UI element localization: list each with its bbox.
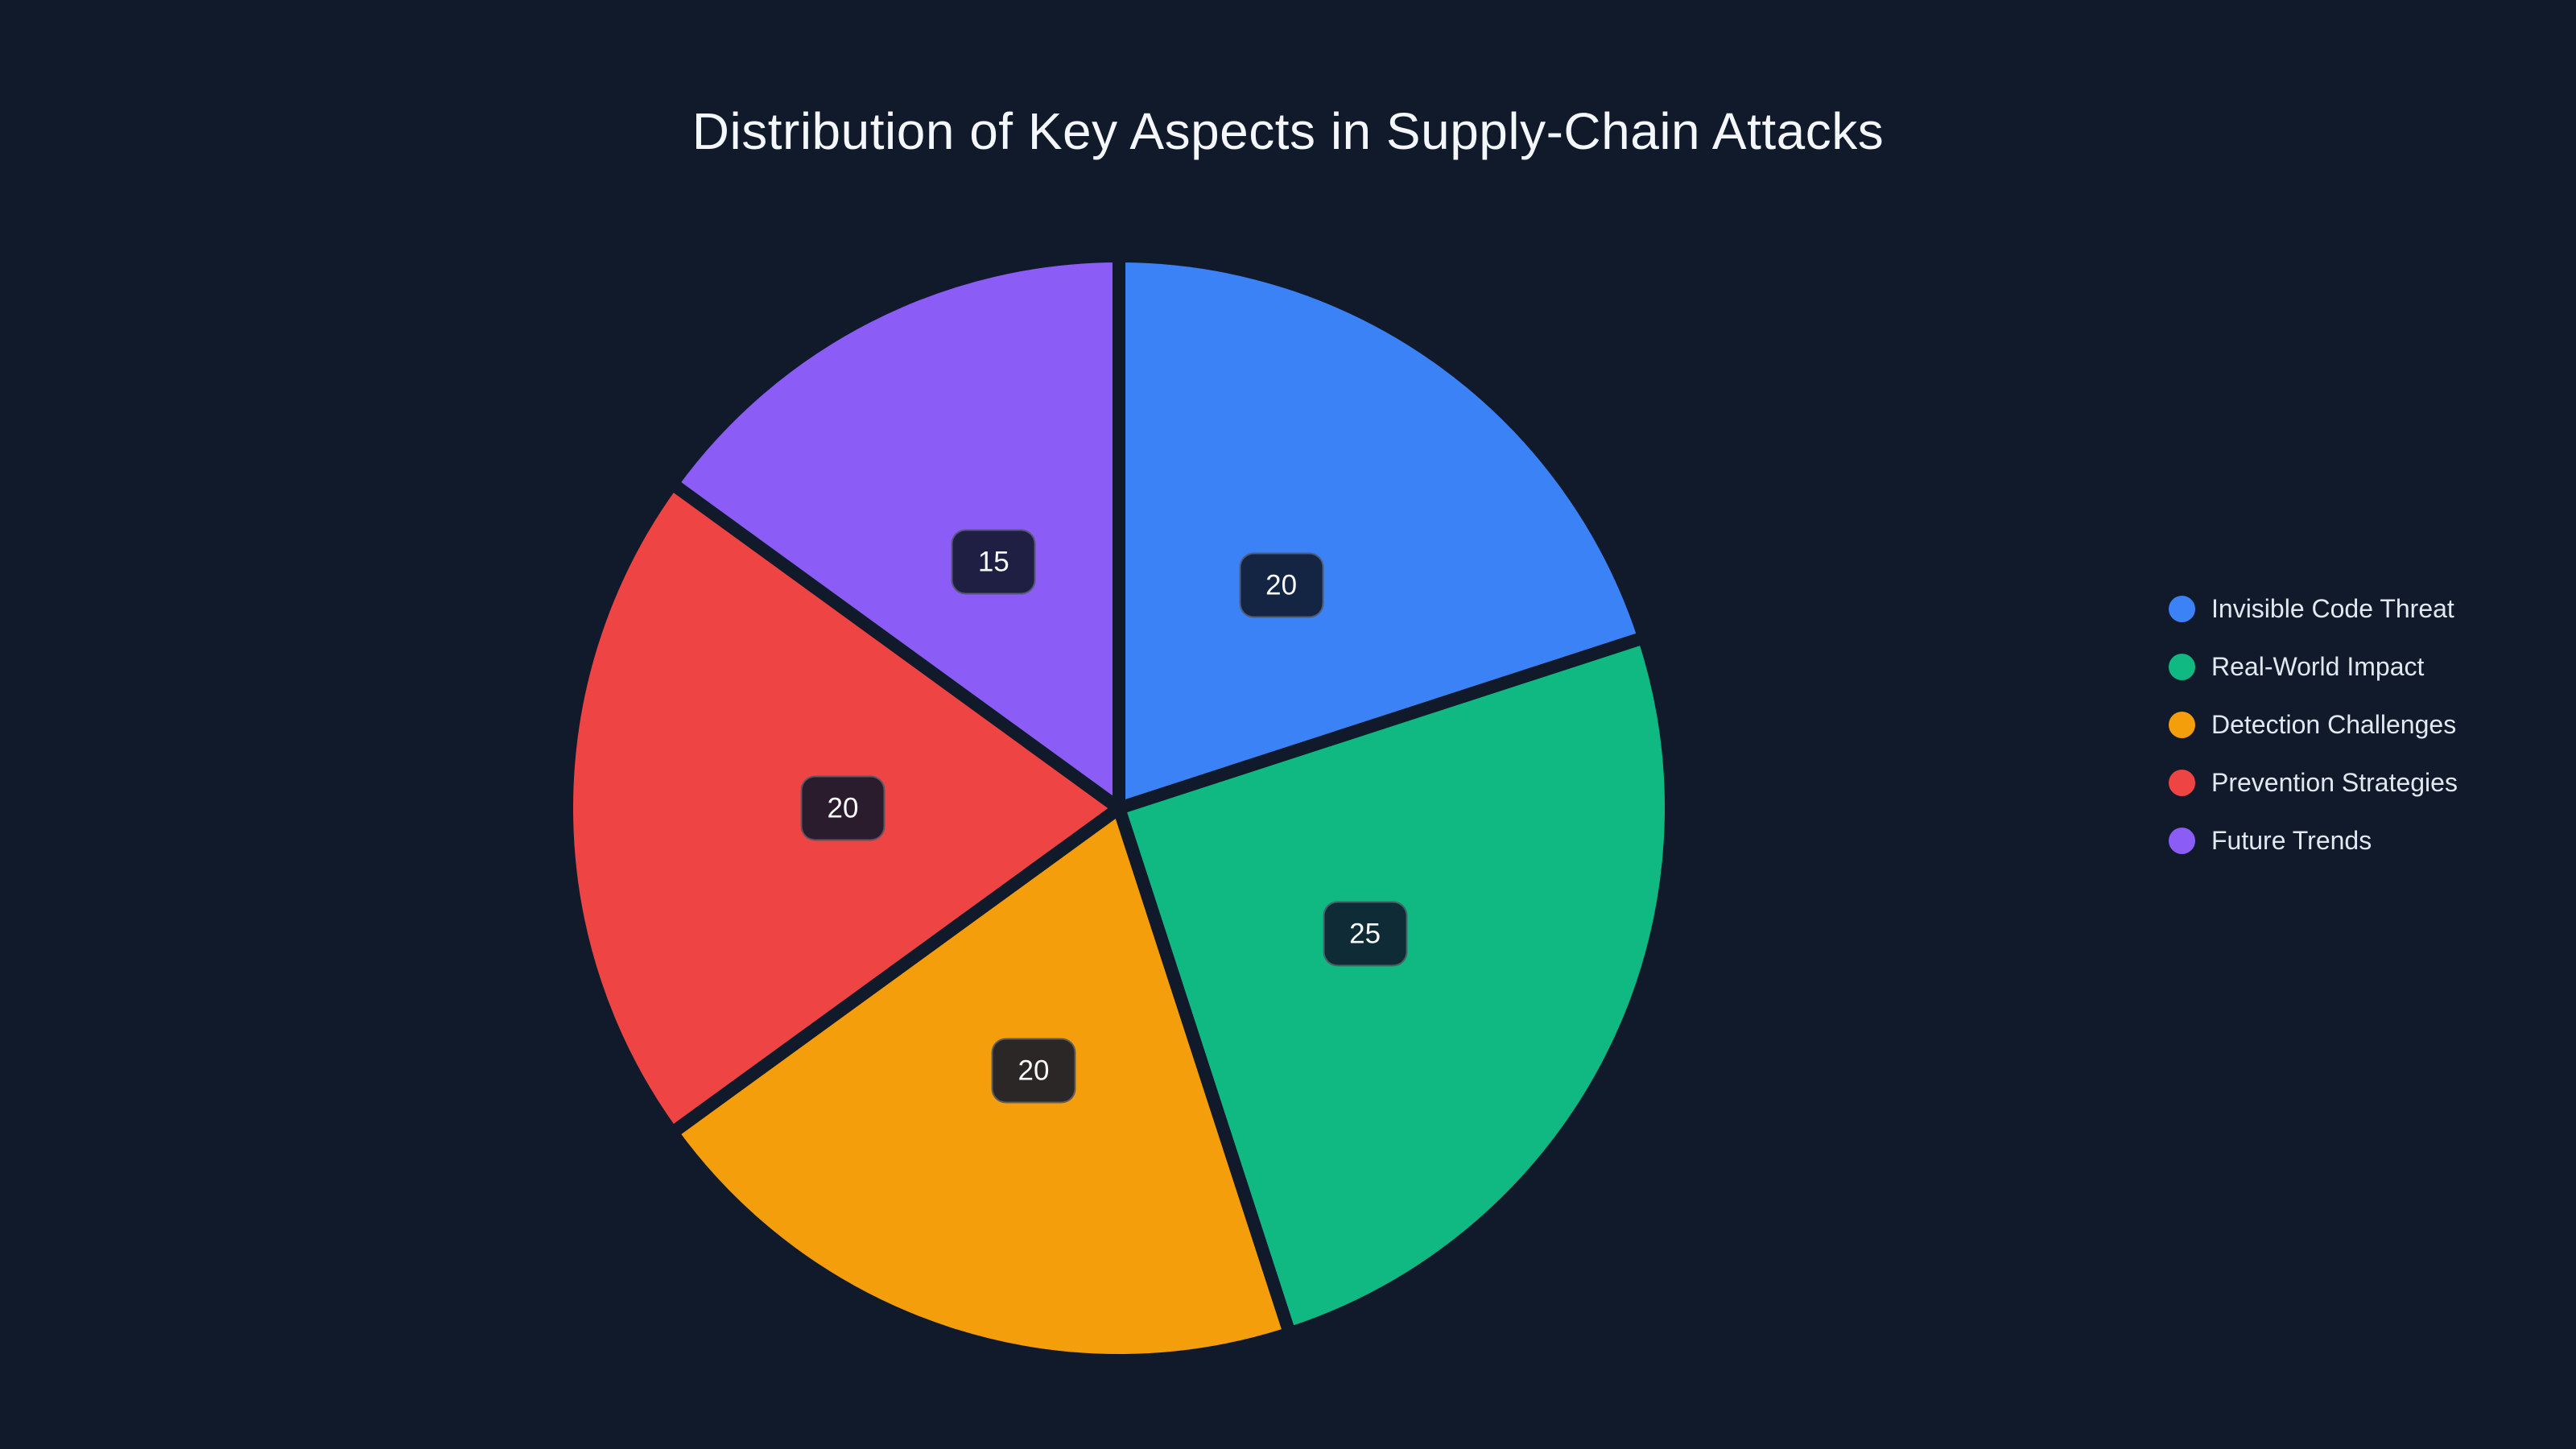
- legend-item-invisible-code-threat[interactable]: Invisible Code Threat: [2169, 580, 2458, 638]
- value-label-layer: 20 25 20 20 15: [555, 245, 1682, 1372]
- legend-item-detection-challenges[interactable]: Detection Challenges: [2169, 696, 2458, 753]
- legend: Invisible Code Threat Real-World Impact De…: [2169, 580, 2458, 869]
- legend-item-label: Real-World Impact: [2211, 652, 2425, 681]
- legend-item-label: Invisible Code Threat: [2211, 594, 2454, 623]
- value-label-future-trends: 15: [951, 529, 1036, 595]
- chart-title: Distribution of Key Aspects in Supply-Ch…: [691, 102, 1885, 160]
- value-label-real-world-impact: 25: [1323, 901, 1408, 967]
- legend-item-label: Future Trends: [2211, 826, 2372, 855]
- legend-item-label: Detection Challenges: [2211, 710, 2457, 739]
- pie-chart: 20 25 20 20 15: [555, 245, 1682, 1372]
- pie-slice-real-world-impact[interactable]: [1113, 631, 1678, 1340]
- legend-item-future-trends[interactable]: Future Trends: [2169, 811, 2458, 869]
- legend-swatch-icon: [2169, 711, 2195, 738]
- value-label-detection-challenges: 20: [991, 1038, 1076, 1104]
- legend-swatch-icon: [2169, 653, 2195, 680]
- legend-swatch-icon: [2169, 595, 2195, 622]
- pie-slice-detection-challenges[interactable]: [666, 802, 1296, 1367]
- value-label-prevention-strategies: 20: [800, 775, 886, 841]
- legend-item-prevention-strategies[interactable]: Prevention Strategies: [2169, 753, 2458, 811]
- legend-swatch-icon: [2169, 769, 2195, 796]
- legend-item-real-world-impact[interactable]: Real-World Impact: [2169, 638, 2458, 696]
- legend-item-label: Prevention Strategies: [2211, 768, 2458, 797]
- value-label-invisible-code-threat: 20: [1239, 552, 1324, 617]
- pie-slice-future-trends[interactable]: [666, 250, 1125, 815]
- pie-slice-invisible-code-threat[interactable]: [1113, 250, 1651, 815]
- legend-swatch-icon: [2169, 827, 2195, 854]
- pie-svg: [559, 250, 1678, 1367]
